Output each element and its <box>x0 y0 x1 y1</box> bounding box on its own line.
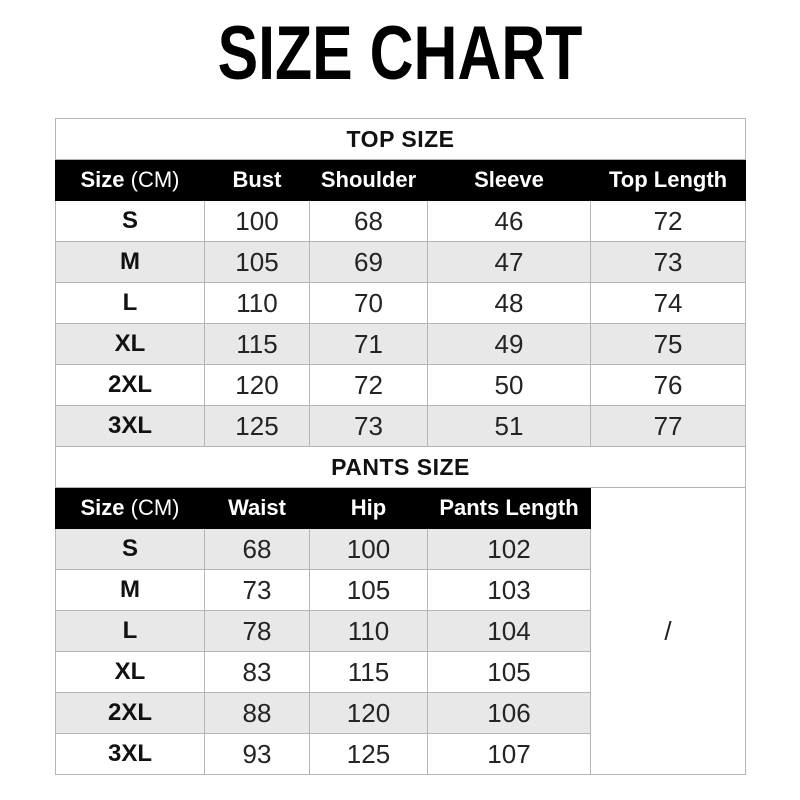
table-row: M 73 105 103 <box>55 569 746 611</box>
table-row: XL 115 71 49 75 <box>55 323 747 365</box>
value-cell: 72 <box>309 364 428 406</box>
size-label-cell: L <box>55 282 205 324</box>
value-cell: 73 <box>204 569 310 611</box>
value-cell: 49 <box>427 323 591 365</box>
table-row: 2XL 88 120 106 <box>55 692 746 734</box>
size-label-cell: M <box>55 241 205 283</box>
value-cell: 115 <box>309 651 428 693</box>
value-cell: 105 <box>309 569 428 611</box>
value-cell: 106 <box>427 692 591 734</box>
value-cell: 93 <box>204 733 310 775</box>
value-cell: 110 <box>309 610 428 652</box>
size-header-label: Size <box>80 495 125 520</box>
value-cell: 77 <box>589 405 747 447</box>
merged-slash-cell: / <box>589 487 747 775</box>
value-cell: 71 <box>309 323 428 365</box>
section-row: PANTS SIZE <box>54 446 747 488</box>
size-chart-table: TOP SIZE Size (CM) Bust Shoulder Sleeve Top L… <box>54 118 747 775</box>
value-cell: 50 <box>427 364 591 406</box>
value-cell: 46 <box>427 200 591 242</box>
table-row: 2XL 120 72 50 76 <box>55 364 747 406</box>
value-cell: 120 <box>309 692 428 734</box>
size-label-cell: M <box>55 569 205 611</box>
column-header: Bust <box>204 159 310 201</box>
column-header: Top Length <box>589 159 747 201</box>
column-header-size: Size (CM) <box>55 487 205 529</box>
size-header-unit: (CM) <box>124 495 180 520</box>
table-row: XL 83 115 105 <box>55 651 746 693</box>
value-cell: 102 <box>427 528 591 570</box>
size-label-cell: L <box>55 610 205 652</box>
size-label-cell: S <box>55 528 205 570</box>
size-header-label: Size <box>80 167 125 192</box>
value-cell: 48 <box>427 282 591 324</box>
value-cell: 75 <box>589 323 747 365</box>
value-cell: 47 <box>427 241 591 283</box>
size-header-unit: (CM) <box>124 167 180 192</box>
column-header: Pants Length <box>427 487 591 529</box>
value-cell: 120 <box>204 364 310 406</box>
value-cell: 100 <box>309 528 428 570</box>
value-cell: 83 <box>204 651 310 693</box>
value-cell: 72 <box>589 200 747 242</box>
size-chart-body: TOP SIZE Size (CM) Bust Shoulder Sleeve Top L… <box>54 118 747 775</box>
column-header-row: Size (CM) Bust Shoulder Sleeve Top Length <box>55 159 747 201</box>
column-header-row: Size (CM) Waist Hip Pants Length / <box>55 487 747 775</box>
value-cell: 73 <box>589 241 747 283</box>
size-label-cell: 3XL <box>55 405 205 447</box>
table-row: 3XL 125 73 51 77 <box>55 405 747 447</box>
value-cell: 125 <box>204 405 310 447</box>
section-title: TOP SIZE <box>54 118 747 160</box>
table-row: M 105 69 47 73 <box>55 241 747 283</box>
value-cell: 73 <box>309 405 428 447</box>
size-label-cell: S <box>55 200 205 242</box>
value-cell: 100 <box>204 200 310 242</box>
size-label-cell: 2XL <box>55 364 205 406</box>
value-cell: 110 <box>204 282 310 324</box>
column-header: Waist <box>204 487 310 529</box>
table-row: L 110 70 48 74 <box>55 282 747 324</box>
column-header-size: Size (CM) <box>55 159 205 201</box>
size-label-cell: XL <box>55 651 205 693</box>
size-label-cell: 3XL <box>55 733 205 775</box>
value-cell: 68 <box>309 200 428 242</box>
value-cell: 107 <box>427 733 591 775</box>
column-header: Sleeve <box>427 159 591 201</box>
value-cell: 105 <box>204 241 310 283</box>
value-cell: 69 <box>309 241 428 283</box>
value-cell: 103 <box>427 569 591 611</box>
value-cell: 76 <box>589 364 747 406</box>
value-cell: 68 <box>204 528 310 570</box>
value-cell: 74 <box>589 282 747 324</box>
size-label-cell: 2XL <box>55 692 205 734</box>
section-row: TOP SIZE <box>54 118 747 160</box>
value-cell: 104 <box>427 610 591 652</box>
value-cell: 51 <box>427 405 591 447</box>
value-cell: 115 <box>204 323 310 365</box>
table-row: 3XL 93 125 107 <box>55 733 746 775</box>
page-title: SIZE CHART <box>217 11 583 96</box>
value-cell: 70 <box>309 282 428 324</box>
table-row: S 68 100 102 <box>55 528 746 570</box>
section-title: PANTS SIZE <box>54 446 747 488</box>
table-row: S 100 68 46 72 <box>55 200 747 242</box>
column-header: Hip <box>309 487 428 529</box>
value-cell: 88 <box>204 692 310 734</box>
column-header: Shoulder <box>309 159 428 201</box>
value-cell: 125 <box>309 733 428 775</box>
value-cell: 78 <box>204 610 310 652</box>
value-cell: 105 <box>427 651 591 693</box>
size-label-cell: XL <box>55 323 205 365</box>
